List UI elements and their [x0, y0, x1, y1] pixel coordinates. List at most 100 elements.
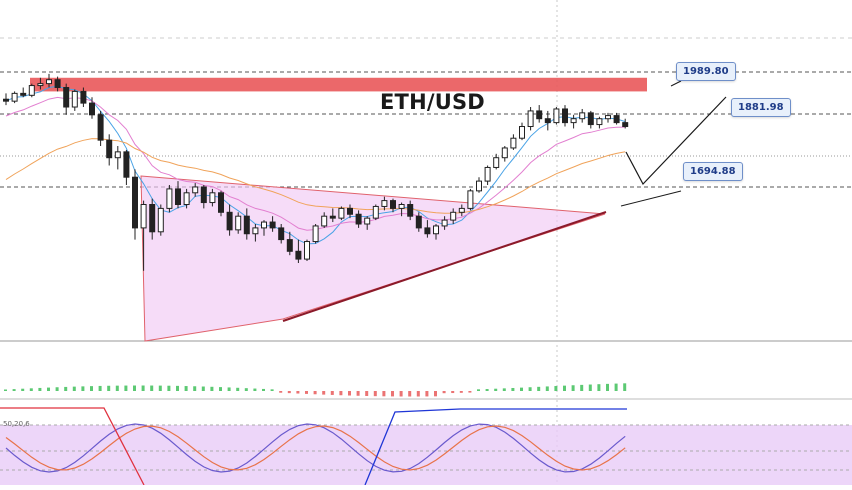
candle-body — [441, 219, 448, 227]
candle-body — [321, 215, 328, 227]
stochastic-settings: 50,20,6 — [3, 420, 30, 428]
stochastic-pane — [0, 407, 852, 486]
projection-path — [625, 96, 727, 186]
label-leader — [670, 80, 682, 87]
candle-body — [312, 225, 319, 243]
stochastic-k-line — [5, 423, 626, 473]
histogram-bar — [81, 386, 85, 391]
histogram-bar — [167, 385, 171, 391]
candle-body — [347, 207, 353, 215]
histogram-bar — [133, 385, 136, 391]
candle-body — [243, 215, 250, 235]
candle-body — [192, 186, 199, 194]
histogram-bar — [158, 385, 162, 391]
candle-body — [114, 151, 121, 159]
candle-body — [175, 188, 181, 206]
candle-body — [200, 186, 207, 204]
candle-body — [132, 176, 138, 229]
candle-body — [381, 200, 388, 207]
histogram-bar — [279, 391, 283, 393]
histogram-bar — [262, 388, 265, 391]
histogram-bar — [4, 389, 7, 391]
histogram-bar — [563, 385, 566, 391]
candle-body — [54, 79, 61, 89]
candle-body — [519, 126, 525, 139]
histogram-bar — [339, 391, 343, 396]
candle-body — [235, 215, 242, 231]
chart-title: ETH/USD — [380, 90, 485, 114]
histogram-bar — [210, 386, 214, 391]
candle-body — [596, 118, 603, 126]
histogram-bar — [305, 391, 308, 394]
histogram-bar — [468, 391, 472, 393]
histogram-bar — [21, 388, 25, 391]
histogram-bar — [606, 383, 609, 391]
label-leader — [620, 190, 682, 207]
candle-body — [424, 227, 431, 235]
histogram-bar — [236, 387, 240, 391]
price-label-1694: 1694.88 — [683, 162, 743, 181]
candle-body — [622, 122, 629, 128]
histogram-bar — [38, 387, 42, 391]
histogram-bar — [227, 387, 231, 391]
candle-body — [562, 108, 568, 124]
candle-body — [433, 225, 439, 235]
histogram-bar — [12, 389, 16, 391]
candle-body — [37, 83, 44, 87]
candle-body — [209, 192, 216, 204]
histogram-bar — [253, 388, 257, 391]
histogram-bar — [29, 388, 33, 391]
candle-body — [355, 213, 362, 225]
candle-body — [140, 204, 147, 229]
histogram-bar — [107, 385, 111, 391]
histogram-bar — [72, 386, 76, 391]
candle-body — [278, 227, 285, 241]
histogram-bar — [47, 387, 50, 391]
histogram-bar — [124, 385, 128, 391]
candle-body — [46, 79, 52, 85]
candle-body — [89, 102, 95, 116]
histogram-bar — [244, 388, 248, 391]
histogram-bar — [98, 385, 102, 391]
histogram-bar — [537, 386, 541, 391]
candle-body — [484, 166, 491, 182]
candle-body — [226, 211, 233, 231]
candle-body — [71, 90, 78, 108]
histogram-bar — [382, 391, 386, 397]
histogram-bar — [597, 384, 601, 391]
histogram-bar — [201, 386, 205, 391]
candle-body — [605, 115, 611, 120]
histogram-bar — [451, 391, 455, 394]
histogram-bar — [528, 387, 532, 391]
histogram-bar — [115, 385, 119, 391]
histogram-bar — [408, 391, 412, 397]
candle-body — [476, 180, 482, 192]
histogram-bar — [399, 391, 403, 397]
candle-body — [28, 85, 35, 96]
histogram-bar — [55, 387, 59, 391]
trend-line-blue — [364, 408, 627, 486]
candle-body — [570, 118, 577, 124]
histogram-bar — [554, 386, 558, 391]
candle-body — [501, 147, 508, 159]
candle-body — [63, 87, 70, 108]
histogram-bar — [459, 391, 463, 393]
candle-body — [553, 108, 560, 124]
candle-body — [11, 92, 18, 102]
candle-body — [398, 204, 405, 209]
histogram-bar — [373, 391, 377, 397]
candle-body — [218, 192, 224, 213]
histogram-bar — [219, 387, 222, 391]
trend-line-red — [0, 407, 145, 486]
candle-body — [544, 118, 551, 124]
histogram-bar — [150, 385, 154, 391]
candle-body — [261, 221, 267, 229]
histogram-bar — [520, 387, 523, 391]
histogram-bar — [442, 391, 446, 394]
histogram-bar — [434, 391, 437, 397]
histogram-bar — [623, 383, 627, 391]
histogram-bar — [485, 389, 489, 391]
